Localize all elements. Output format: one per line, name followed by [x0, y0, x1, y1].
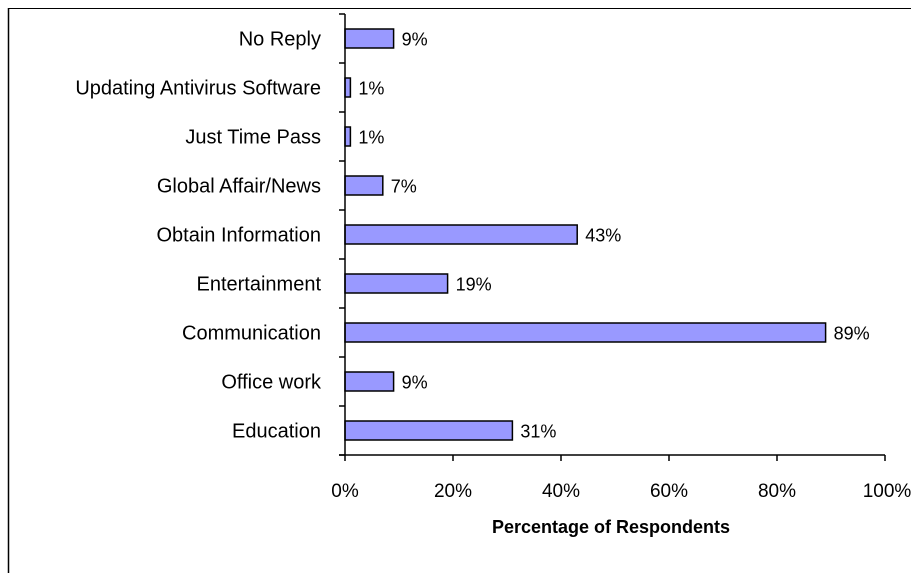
x-tick-label: 80% [758, 481, 796, 502]
value-label: 31% [520, 422, 556, 442]
labels-layer: 0% 20% 40% 60% 80% 100% No Reply 9% Updating Ant… [75, 29, 911, 503]
x-tick-label: 60% [650, 481, 688, 502]
value-label: 9% [402, 373, 428, 393]
value-label: 43% [585, 226, 621, 246]
category-label: Communication [182, 323, 321, 345]
bar [344, 322, 827, 343]
value-label: 89% [834, 324, 870, 344]
bar [344, 420, 514, 441]
x-axis-title: Percentage of Respondents [492, 517, 730, 537]
category-label: Global Affair/News [157, 176, 321, 198]
x-tick-label: 20% [434, 481, 472, 502]
bar [344, 273, 449, 294]
x-tick-label: 0% [331, 481, 359, 502]
category-label: Education [232, 421, 321, 443]
bar [344, 224, 578, 245]
bars-layer [344, 28, 827, 441]
bar [344, 28, 395, 49]
value-label: 1% [358, 128, 384, 148]
axis-layer [339, 13, 886, 461]
value-label: 19% [456, 275, 492, 295]
x-tick-label: 100% [863, 481, 911, 502]
bar [344, 77, 352, 98]
category-label: Office work [221, 372, 322, 394]
category-label: Just Time Pass [185, 127, 321, 149]
value-label: 9% [402, 30, 428, 50]
value-label: 7% [391, 177, 417, 197]
category-label: Obtain Information [156, 225, 321, 247]
bar [344, 175, 384, 196]
category-label: No Reply [239, 29, 321, 51]
category-label: Updating Antivirus Software [75, 78, 321, 100]
x-tick-label: 40% [542, 481, 580, 502]
bar [344, 126, 352, 147]
value-label: 1% [358, 79, 384, 99]
bar [344, 371, 395, 392]
category-label: Entertainment [196, 274, 321, 296]
